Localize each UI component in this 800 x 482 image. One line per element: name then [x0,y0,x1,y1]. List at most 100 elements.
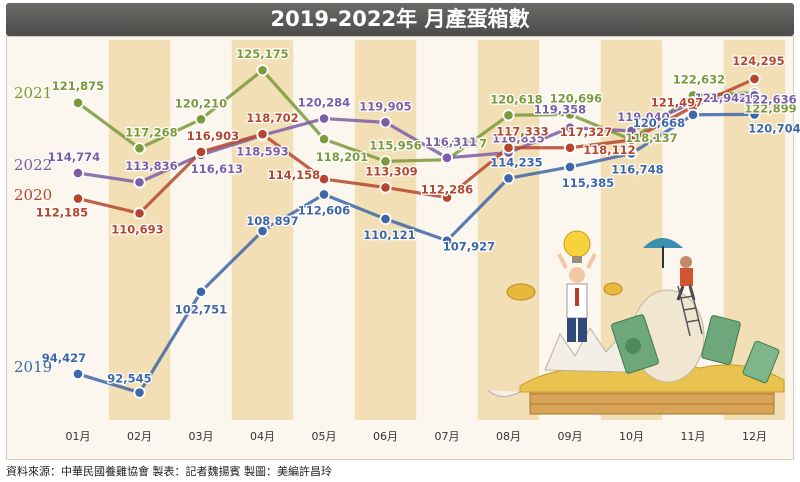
banknote [701,315,741,365]
data-label: 120,284 [298,96,350,110]
series-name-2019: 2019 [14,358,52,376]
data-label: 120,618 [490,92,542,106]
data-label: 119,040 [617,110,669,124]
data-label: 115,956 [369,138,421,152]
data-label: 114,235 [490,155,542,169]
data-label: 112,286 [421,183,473,197]
data-point-2022 [379,116,392,129]
data-label: 118,702 [246,111,298,125]
data-label: 116,613 [191,162,243,176]
series-name-2022: 2022 [14,156,52,174]
coin [603,282,623,296]
chart-title: 2019-2022年 月產蛋箱數 [6,3,794,36]
data-label: 118,112 [583,143,635,157]
data-point-2021 [502,109,515,122]
data-label: 110,693 [111,222,163,236]
data-label: 116,903 [187,129,239,143]
data-label: 116,748 [611,162,663,176]
x-tick-label: 11月 [681,430,706,443]
data-point-2019 [256,224,269,238]
data-point-2020 [194,145,208,159]
data-label: 122,636 [744,92,796,106]
data-point-2021 [317,133,331,146]
data-label: 114,158 [268,168,320,182]
data-point-2019 [317,188,331,201]
data-point-2022 [440,151,454,164]
data-point-2022 [133,176,146,189]
data-label: 112,606 [298,203,350,217]
data-label: 116,311 [425,135,477,149]
data-point-2020 [625,133,638,147]
data-point-2021 [563,108,577,121]
data-label: 120,668 [633,116,685,130]
series-name-2021: 2021 [14,84,52,102]
data-label: 115,385 [562,176,614,190]
data-label: 122,899 [744,102,796,116]
month-band [477,40,540,420]
data-label: 118,201 [316,150,368,164]
data-label: 94,427 [42,351,86,365]
data-label: 117,268 [125,125,177,139]
data-point-2020 [133,207,146,220]
series-line-2021 [77,68,755,163]
x-tick-label: 12月 [742,430,767,443]
month-band [354,40,417,420]
data-label: 120,696 [550,91,602,105]
x-tick-label: 01月 [66,430,91,443]
data-label: 107,927 [443,240,495,254]
data-point-2019 [563,160,577,174]
data-label: 112,185 [36,206,88,220]
data-label: 118,593 [236,144,288,158]
data-label: 108,897 [246,214,298,228]
person-head [569,267,585,283]
x-tick-label: 10月 [619,430,644,443]
x-tick-label: 08月 [496,430,521,443]
data-point-2020 [256,128,269,141]
data-label: 121,942 [695,91,747,105]
data-point-2021 [256,64,269,77]
data-label: 120,210 [175,96,227,110]
x-tick-label: 06月 [373,430,398,443]
data-point-2020 [317,172,331,186]
data-point-2021 [133,142,146,155]
data-label: 119,358 [534,103,586,117]
data-label: 121,497 [651,96,703,110]
data-point-2021 [194,113,208,126]
data-label: 116,835 [492,132,544,146]
data-point-2020 [379,181,392,194]
data-point-2020 [440,191,454,204]
lightbulb-icon [563,230,591,258]
data-label: 122,632 [673,72,725,86]
data-label: 113,309 [365,164,417,178]
data-point-2019 [625,147,638,160]
data-point-2019 [194,285,208,298]
data-point-2020 [563,141,577,154]
data-label: 117,327 [560,125,612,139]
data-label: 120,704 [748,121,800,135]
data-point-2019 [71,367,85,381]
data-point-2022 [317,112,331,125]
data-label: 125,175 [236,47,288,61]
data-label: 124,295 [732,54,784,68]
data-label: 110,121 [363,228,415,242]
series-name-2020: 2020 [14,186,52,204]
data-label: 113,836 [125,159,177,173]
data-point-2020 [502,141,515,154]
ladder [677,283,703,337]
data-point-2021 [71,96,85,109]
eggs-money-illustration [487,230,785,415]
data-label: 119,905 [359,99,411,113]
data-label: 116,117 [435,137,487,151]
x-tick-label: 04月 [250,430,275,443]
data-point-2022 [748,89,761,102]
data-point-2019 [686,108,700,121]
x-tick-label: 02月 [127,430,152,443]
banknote [742,340,780,384]
data-label: 121,875 [52,79,104,93]
coin [506,283,536,301]
x-tick-label: 09月 [558,430,583,443]
data-label: 118,137 [625,131,677,145]
data-point-2022 [71,166,85,180]
